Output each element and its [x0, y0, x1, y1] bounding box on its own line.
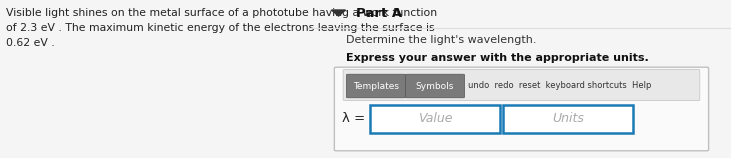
FancyBboxPatch shape [344, 70, 700, 100]
Text: Templates: Templates [353, 82, 399, 91]
FancyBboxPatch shape [406, 74, 465, 98]
Polygon shape [331, 10, 346, 16]
Text: undo  redo  reset  keyboard shortcuts  Help: undo redo reset keyboard shortcuts Help [469, 80, 652, 89]
Text: Units: Units [553, 112, 584, 125]
Text: Symbols: Symbols [416, 82, 454, 91]
FancyBboxPatch shape [371, 105, 501, 133]
FancyBboxPatch shape [334, 67, 708, 151]
Text: Part A: Part A [357, 7, 403, 20]
Text: Express your answer with the appropriate units.: Express your answer with the appropriate… [346, 53, 649, 63]
Text: Value: Value [418, 112, 452, 125]
Text: Determine the light's wavelength.: Determine the light's wavelength. [346, 35, 537, 45]
Text: Visible light shines on the metal surface of a phototube having a work function
: Visible light shines on the metal surfac… [6, 8, 437, 48]
FancyBboxPatch shape [346, 74, 406, 98]
Text: λ =: λ = [343, 112, 366, 125]
FancyBboxPatch shape [504, 105, 634, 133]
